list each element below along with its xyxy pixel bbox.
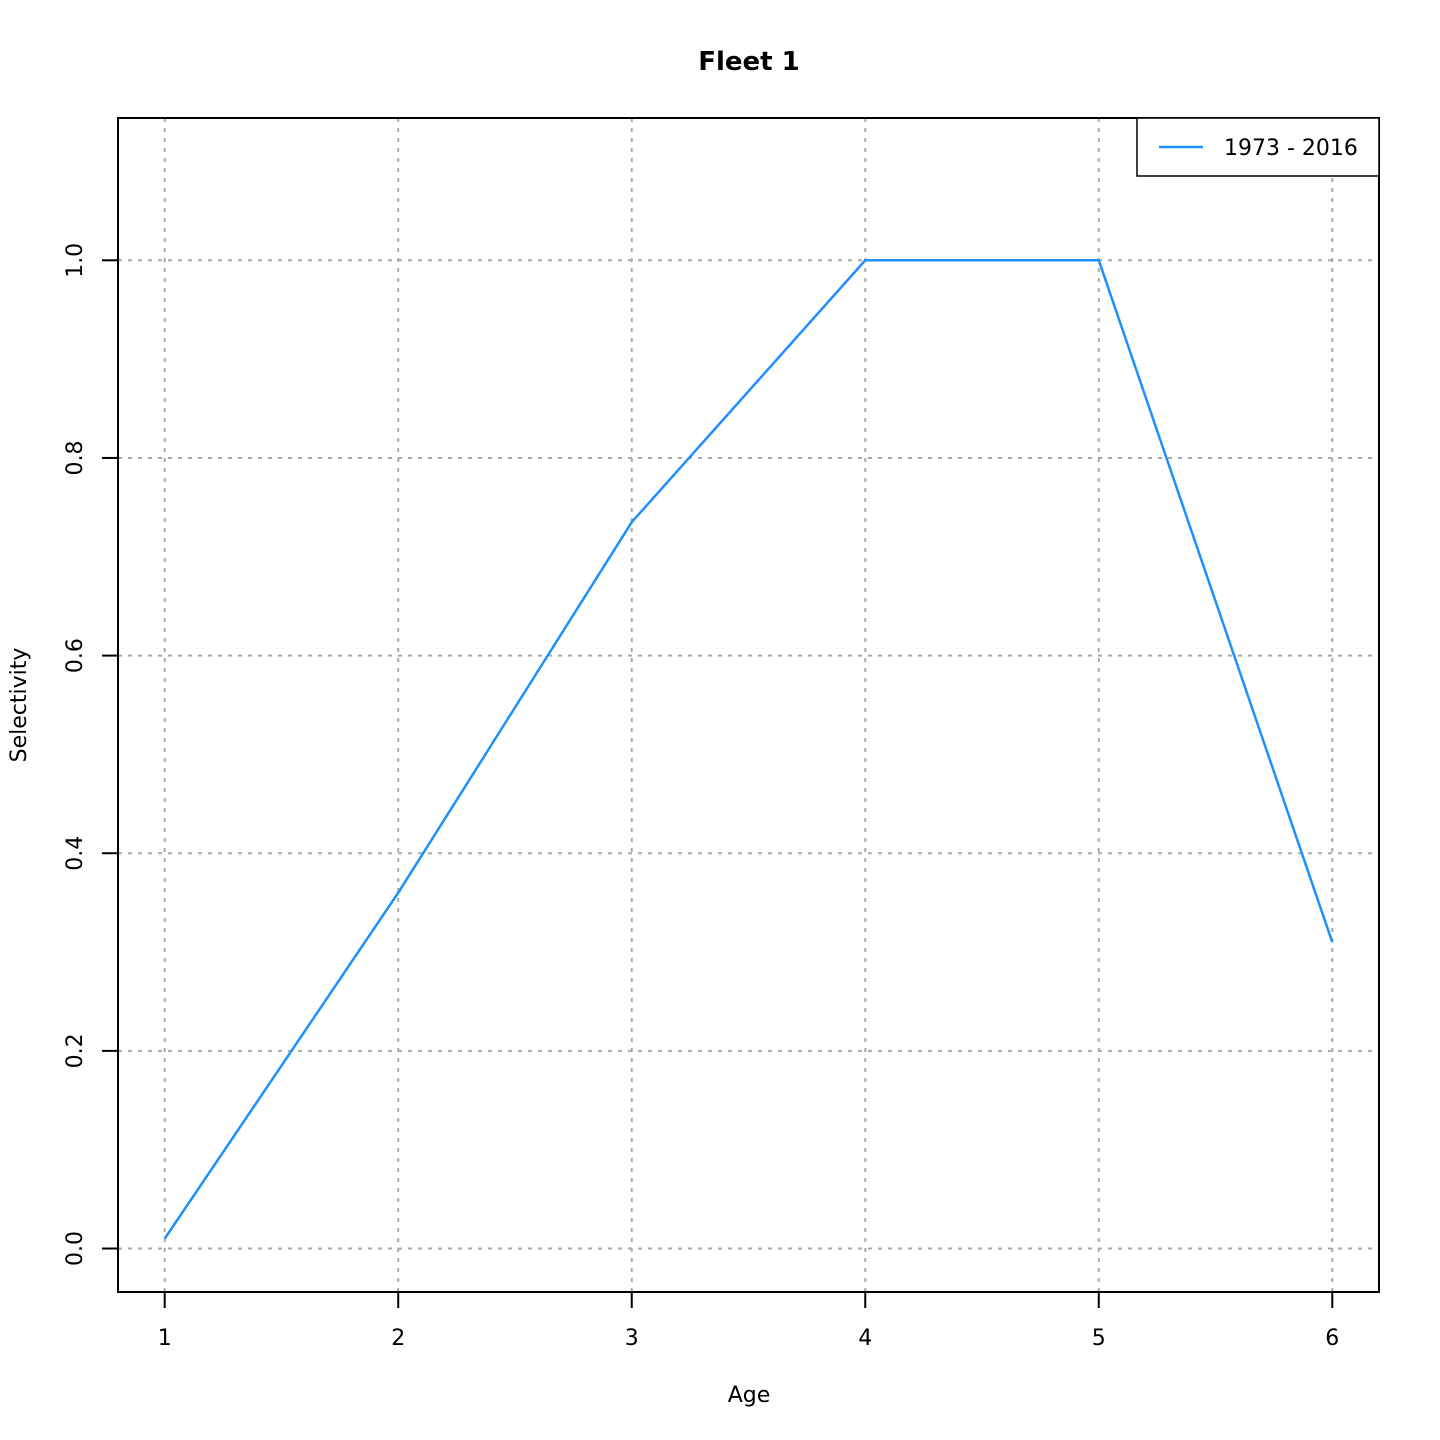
y-axis: 0.0 0.2 0.4 0.6 0.8 1.0 — [63, 243, 118, 1266]
y-axis-label: Selectivity — [7, 648, 32, 763]
y-tick-label: 0.2 — [63, 1033, 88, 1068]
y-tick-label: 1.0 — [63, 243, 88, 278]
grid-layer — [118, 118, 1379, 1292]
y-tick-label: 0.8 — [63, 440, 88, 475]
chart-title: Fleet 1 — [698, 47, 800, 77]
x-tick-label: 4 — [858, 1326, 872, 1351]
x-axis: 1 2 3 4 5 6 — [158, 1292, 1339, 1351]
y-tick-label: 0.6 — [63, 638, 88, 673]
series-line — [163, 259, 1334, 1240]
x-tick-label: 1 — [158, 1326, 172, 1351]
x-tick-label: 6 — [1325, 1326, 1339, 1351]
legend-label: 1973 - 2016 — [1224, 136, 1358, 161]
x-tick-label: 5 — [1092, 1326, 1106, 1351]
x-axis-label: Age — [728, 1383, 771, 1408]
series-layer — [163, 259, 1334, 1240]
legend: 1973 - 2016 — [1136, 117, 1380, 177]
plot-frame — [117, 117, 1380, 1293]
y-tick-label: 0.0 — [63, 1231, 88, 1266]
y-tick-label: 0.4 — [63, 836, 88, 871]
x-tick-label: 3 — [625, 1326, 639, 1351]
x-tick-label: 2 — [391, 1326, 405, 1351]
